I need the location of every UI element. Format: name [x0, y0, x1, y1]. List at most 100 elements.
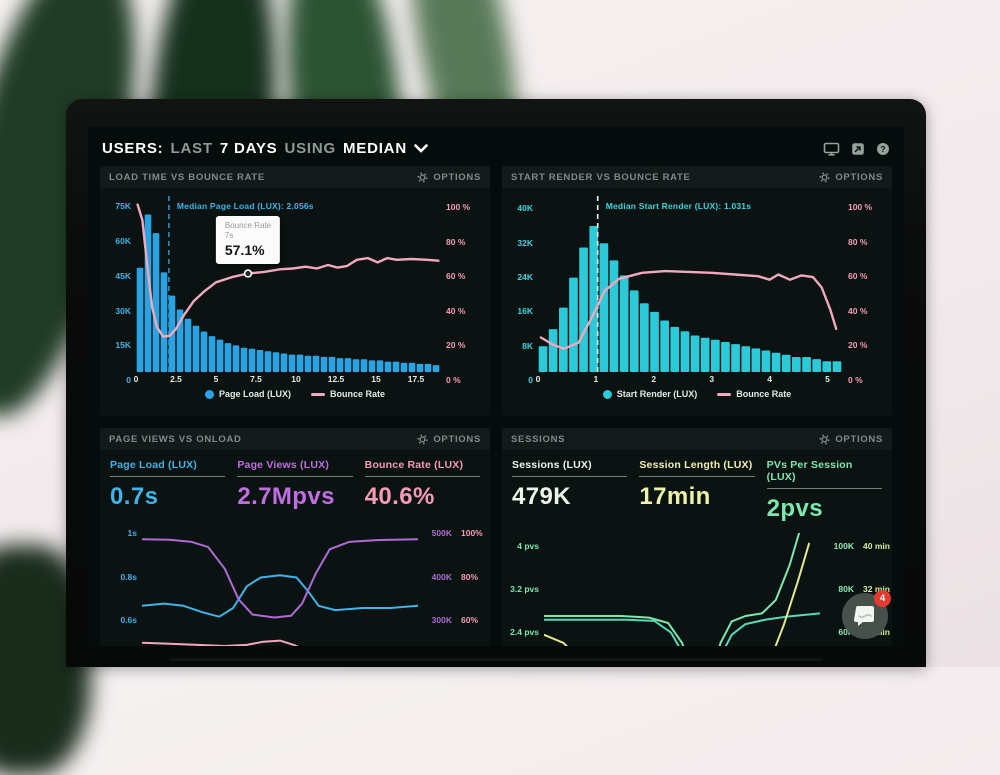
median-annotation: Median Page Load (LUX): 2.056s [176, 201, 314, 211]
laptop-bezel: USERS: LAST 7 DAYS USING MEDIAN ? LOAD T… [66, 99, 926, 667]
legend-swatch [204, 389, 214, 399]
title-using: USING [284, 140, 336, 157]
gear-icon [819, 171, 830, 183]
axis-tick: 1 [593, 374, 599, 384]
options-button[interactable]: OPTIONS [417, 434, 481, 445]
axis-tick: 20 % [446, 340, 466, 351]
axis-tick: 0.8s [120, 571, 137, 582]
axis-tick: 100 % [848, 202, 873, 213]
axis-tick: 3.2 pvs [510, 584, 539, 595]
metric-pvs-per-session: PVs Per Session (LUX) 2pvs [766, 459, 882, 523]
chart-legend: Page Load (LUX) Bounce Rate [100, 389, 490, 399]
y-axis-left: 1s0.8s0.6s0.4s [106, 521, 142, 646]
legend-swatch [602, 389, 612, 399]
axis-tick: 40K [517, 203, 533, 214]
axis-tick: 60K [115, 236, 131, 247]
axis-tick: 0 % [848, 375, 863, 385]
display-icon[interactable] [823, 142, 840, 156]
svg-text:?: ? [880, 144, 885, 154]
panel-title: SESSIONS [511, 433, 566, 445]
axis-tick: 400K 80% [431, 571, 479, 582]
metric-session-length: Session Length (LUX) 17min [639, 459, 755, 523]
chat-widget-button[interactable]: 4 [842, 590, 891, 639]
axis-tick: 60 % [446, 271, 466, 282]
share-icon[interactable] [851, 142, 865, 156]
dashboard-screen: USERS: LAST 7 DAYS USING MEDIAN ? LOAD T… [88, 127, 904, 646]
axis-tick: 0 [126, 375, 131, 385]
axis-tick: 60 % [848, 271, 868, 282]
axis-tick: 80K 32 min [838, 584, 890, 595]
chart-legend: Start Render (LUX) Bounce Rate [502, 389, 892, 399]
metric-row: Page Load (LUX) 0.7s Page Views (LUX) 2.7M… [100, 450, 490, 513]
axis-tick: 40 % [848, 305, 868, 316]
options-button[interactable]: OPTIONS [417, 172, 481, 183]
axis-tick: 1s [127, 528, 137, 539]
axis-tick: 32K [517, 237, 533, 248]
title-last: LAST [170, 140, 213, 157]
notification-badge: 4 [874, 590, 891, 607]
options-button[interactable]: OPTIONS [819, 172, 883, 183]
gear-icon [819, 433, 830, 445]
gear-icon [417, 171, 428, 183]
legend-swatch [311, 392, 325, 396]
axis-tick: 3 [709, 374, 715, 384]
axis-tick: 80 % [446, 236, 466, 247]
axis-tick: 45K [115, 270, 131, 281]
axis-tick: 2 [651, 374, 657, 384]
chart-plot [142, 521, 418, 646]
axis-tick: 7.5 [250, 374, 262, 384]
axis-tick: 40 % [446, 305, 466, 316]
help-icon[interactable]: ? [876, 142, 890, 156]
legend-item: Bounce Rate [717, 389, 791, 399]
y-axis-right: 100 % 80 % 60 % 40 % 20 % 0 % [842, 196, 882, 385]
panel-start-render-vs-bounce-rate: START RENDER VS BOUNCE RATE OPTIONS 40K 3… [502, 166, 892, 416]
chart-plot: Median Start Render (LUX): 1.031s [538, 196, 842, 372]
chart-canvas [136, 196, 440, 372]
axis-tick: 24K [517, 271, 533, 282]
metric-page-views: Page Views (LUX) 2.7Mpvs [237, 459, 353, 511]
panel-title: PAGE VIEWS VS ONLOAD [109, 433, 242, 445]
axis-tick: 100 % [446, 202, 471, 213]
chevron-down-icon[interactable] [414, 144, 428, 153]
chart-canvas [544, 533, 820, 646]
panel-load-time-vs-bounce-rate: LOAD TIME VS BOUNCE RATE OPTIONS 75K 60K 4… [100, 166, 490, 416]
median-annotation: Median Start Render (LUX): 1.031s [605, 201, 752, 211]
chart-canvas [538, 196, 842, 372]
axis-tick: 20 % [848, 340, 868, 351]
axis-tick: 500K 100% [431, 528, 483, 539]
axis-tick: 30K [115, 305, 131, 316]
axis-tick: 8K [522, 340, 533, 351]
chart-plot: Median Page Load (LUX): 2.056s Bounce Ra… [136, 196, 440, 372]
x-axis: 0 1 2 3 4 5 [536, 372, 842, 385]
axis-tick: 0 [528, 375, 533, 385]
metric-bounce-rate: Bounce Rate (LUX) 40.6% [364, 459, 480, 511]
title-7days: 7 DAYS [219, 140, 278, 157]
axis-tick: 2.5 [170, 374, 182, 384]
axis-tick: 5 [825, 374, 830, 384]
axis-tick: 17.5 [407, 374, 425, 384]
y-axis-left: 40K 32K 24K 16K 8K 0 [508, 196, 538, 385]
page-title: USERS: LAST 7 DAYS USING MEDIAN [102, 140, 428, 157]
axis-tick: 300K 60% [431, 615, 479, 626]
axis-tick: 4 pvs [517, 541, 539, 552]
chat-icon [854, 605, 874, 626]
metric-page-load: Page Load (LUX) 0.7s [110, 459, 226, 511]
axis-tick: 16K [517, 306, 533, 317]
axis-tick: 0 % [446, 375, 461, 385]
x-axis: 0 2.5 5 7.5 10 12.5 15 17.5 [134, 372, 440, 385]
axis-tick: 75K [115, 201, 131, 212]
axis-tick: 12.5 [327, 374, 345, 384]
chart-plot [544, 533, 820, 646]
axis-tick: 4 [767, 374, 772, 384]
chart-canvas [142, 538, 418, 646]
axis-tick: 80 % [848, 236, 868, 247]
panel-title: START RENDER VS BOUNCE RATE [511, 171, 691, 183]
axis-tick: 15 [371, 374, 381, 384]
laptop-hinge [169, 658, 823, 661]
options-button[interactable]: OPTIONS [819, 434, 883, 445]
axis-tick: 5 [213, 374, 219, 384]
axis-tick: 10 [291, 374, 301, 384]
axis-tick: 0.6s [120, 615, 137, 626]
